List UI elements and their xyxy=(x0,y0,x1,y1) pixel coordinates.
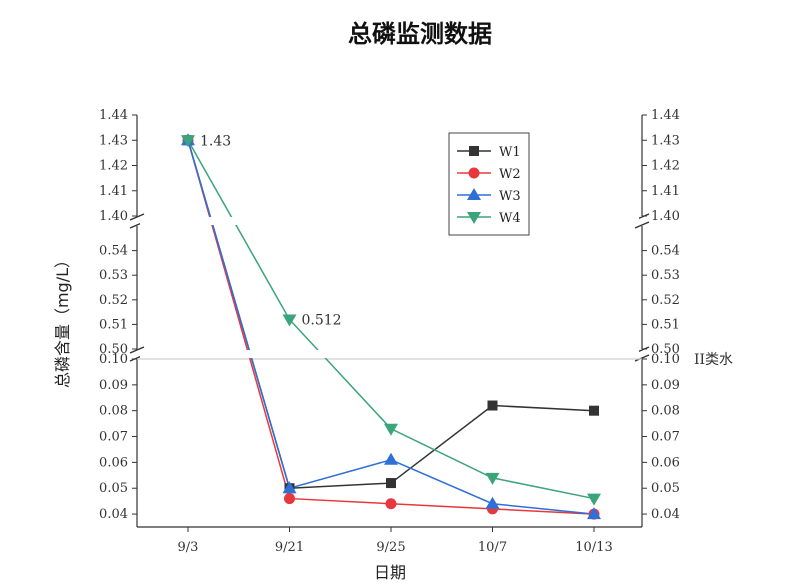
chart-title: 总磷监测数据 xyxy=(348,20,492,48)
y-tick-label-right: 0.50 xyxy=(651,342,680,357)
x-tick-label: 9/21 xyxy=(275,540,304,555)
data-point-W3 xyxy=(587,507,601,520)
legend-marker xyxy=(467,188,481,200)
data-point-W1 xyxy=(589,405,599,416)
y-tick-label-right: 0.05 xyxy=(651,481,680,496)
y-tick-label-left: 0.50 xyxy=(99,342,128,357)
data-point-W4 xyxy=(384,423,398,436)
legend-label: W2 xyxy=(499,167,521,182)
y-tick-label-right: 1.40 xyxy=(651,209,680,224)
plot-area: 0.04 0.04 0.05 0.05 0.06 0.06 0.07 0.07 0.08 0.08… xyxy=(99,108,733,555)
y-tick-label-right: 0.10 xyxy=(651,352,680,367)
data-label: 0.512 xyxy=(302,312,342,328)
y-tick-label-left: 0.52 xyxy=(99,293,128,308)
data-point-W1 xyxy=(487,400,498,411)
y-tick-label-right: 1.42 xyxy=(651,159,680,174)
legend-marker xyxy=(469,146,479,156)
y-tick-label-right: 0.52 xyxy=(651,293,680,308)
data-point-W2 xyxy=(385,498,397,510)
axis-break-mark xyxy=(129,213,145,221)
data-point-W3 xyxy=(485,496,500,509)
y-tick-label-left: 1.42 xyxy=(99,159,128,174)
legend-label: W1 xyxy=(499,145,521,160)
reference-line-label: II类水 xyxy=(694,352,733,368)
y-tick-label-right: 0.51 xyxy=(651,317,680,332)
y-tick-label-left: 0.51 xyxy=(99,317,128,332)
data-label: 1.43 xyxy=(200,133,231,149)
x-tick-label: 10/7 xyxy=(478,540,507,555)
series-line-W4 xyxy=(187,139,595,500)
legend-marker xyxy=(467,212,481,224)
y-tick-label-left: 0.04 xyxy=(99,507,128,522)
data-point-W1 xyxy=(386,478,396,489)
axis-break-mark xyxy=(634,221,650,229)
y-tick-label-left: 0.06 xyxy=(99,455,128,470)
y-tick-label-right: 0.07 xyxy=(651,430,680,445)
y-tick-label-left: 0.09 xyxy=(99,378,128,393)
y-tick-label-left: 0.07 xyxy=(99,430,128,445)
y-axis-title: 总磷含量（mg/L） xyxy=(53,252,72,388)
y-tick-label-left: 0.08 xyxy=(99,404,128,419)
y-tick-label-right: 1.43 xyxy=(651,133,680,148)
y-tick-label-right: 0.53 xyxy=(651,268,680,283)
legend-label: W3 xyxy=(499,189,521,204)
x-tick-label: 9/25 xyxy=(376,540,405,555)
y-tick-label-left: 1.43 xyxy=(99,133,128,148)
y-tick-label-right: 0.04 xyxy=(651,507,680,522)
y-tick-label-right: 0.09 xyxy=(651,378,680,393)
break-gap xyxy=(140,350,639,358)
legend-box xyxy=(448,132,530,236)
y-tick-label-right: 1.41 xyxy=(651,184,680,199)
data-point-W2 xyxy=(284,493,295,505)
data-point-W3 xyxy=(282,481,297,494)
x-axis-title: 日期 xyxy=(374,563,406,582)
y-tick-label-left: 0.53 xyxy=(99,268,128,283)
axis-break-mark xyxy=(129,346,145,354)
x-tick-label: 10/13 xyxy=(575,540,612,555)
y-tick-label-left: 0.05 xyxy=(99,481,128,496)
y-tick-label-right: 1.44 xyxy=(651,108,680,123)
y-tick-label-left: 1.40 xyxy=(99,209,128,224)
legend-label: W4 xyxy=(499,211,521,226)
legend-marker xyxy=(468,167,480,179)
data-point-W4 xyxy=(587,493,601,506)
y-tick-label-left: 0.10 xyxy=(99,352,128,367)
y-tick-label-right: 0.06 xyxy=(651,455,680,470)
data-point-W4 xyxy=(282,314,297,327)
series-line-W1 xyxy=(187,140,595,490)
y-tick-label-left: 1.41 xyxy=(99,184,128,199)
x-tick-label: 9/3 xyxy=(178,540,199,555)
y-tick-label-right: 0.08 xyxy=(651,404,680,419)
data-point-W3 xyxy=(384,452,398,465)
data-point-W4 xyxy=(181,135,195,148)
axis-break-mark xyxy=(634,354,650,362)
y-tick-label-left: 1.44 xyxy=(99,108,128,123)
y-tick-label-left: 0.54 xyxy=(99,244,128,259)
data-point-W4 xyxy=(485,472,500,485)
y-tick-label-right: 0.54 xyxy=(651,244,680,259)
break-gap xyxy=(140,217,639,225)
